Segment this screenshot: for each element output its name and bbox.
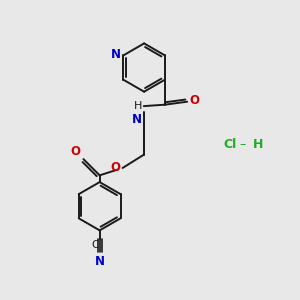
Text: O: O bbox=[70, 145, 80, 158]
Text: N: N bbox=[111, 48, 121, 62]
Text: N: N bbox=[95, 255, 105, 268]
Text: –: – bbox=[240, 138, 246, 151]
Text: H: H bbox=[134, 101, 142, 111]
Text: N: N bbox=[132, 112, 142, 126]
Text: H: H bbox=[253, 138, 263, 151]
Text: C: C bbox=[92, 240, 99, 250]
Text: Cl: Cl bbox=[224, 138, 237, 151]
Text: O: O bbox=[189, 94, 199, 107]
Text: O: O bbox=[110, 161, 120, 175]
